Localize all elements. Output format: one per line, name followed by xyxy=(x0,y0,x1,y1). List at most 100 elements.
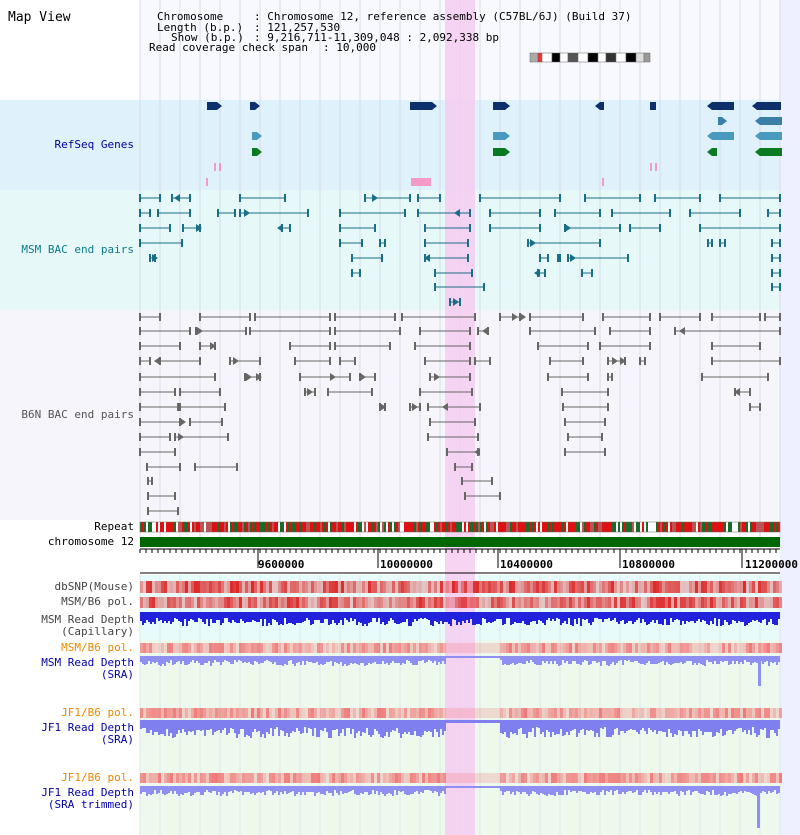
heat-segment xyxy=(542,581,545,593)
depth-bar xyxy=(628,720,630,730)
depth-bar xyxy=(310,656,312,662)
heat-segment xyxy=(200,773,203,783)
depth-bar xyxy=(268,656,270,661)
depth-bar xyxy=(704,612,706,621)
depth-bar xyxy=(712,720,714,737)
depth-bar xyxy=(336,612,338,625)
repeat-segment xyxy=(624,522,626,532)
depth-bar xyxy=(308,720,310,728)
depth-bar xyxy=(388,612,390,621)
heat-segment xyxy=(635,581,638,593)
depth-bar xyxy=(384,656,386,664)
depth-bar xyxy=(446,612,448,622)
heat-segment xyxy=(242,581,245,593)
heat-segment xyxy=(347,597,350,608)
heat-segment xyxy=(365,708,368,718)
heat-segment xyxy=(527,581,530,593)
depth-bar xyxy=(252,786,254,793)
repeat-segment xyxy=(186,522,188,532)
gene-block xyxy=(760,117,782,125)
heat-segment xyxy=(491,581,494,593)
heat-segment xyxy=(500,773,503,783)
feature-arrow xyxy=(246,373,252,381)
length-key: Length (b.p.) xyxy=(157,21,244,34)
depth-bar xyxy=(274,720,276,729)
depth-bar xyxy=(528,720,530,732)
depth-bar xyxy=(744,612,746,626)
depth-bar xyxy=(300,720,302,734)
repeat-segment xyxy=(652,522,654,532)
heat-segment xyxy=(488,581,491,593)
heat-segment xyxy=(488,773,491,783)
heat-segment xyxy=(773,708,776,718)
heat-segment xyxy=(482,773,485,783)
depth-bar xyxy=(196,720,198,730)
heat-segment xyxy=(515,597,518,608)
feature-arrow xyxy=(432,102,437,110)
depth-bar xyxy=(484,656,486,658)
depth-bar xyxy=(516,612,518,623)
depth-bar xyxy=(328,720,330,738)
depth-bar xyxy=(610,612,612,621)
depth-bar xyxy=(368,720,370,735)
depth-bar xyxy=(152,656,154,662)
depth-bar xyxy=(676,656,678,663)
heat-segment xyxy=(725,773,728,783)
depth-bar xyxy=(406,720,408,734)
heat-segment xyxy=(671,708,674,718)
heat-segment xyxy=(155,597,158,608)
depth-bar xyxy=(488,612,490,622)
depth-bar xyxy=(642,786,644,792)
depth-bar xyxy=(522,612,524,621)
heat-segment xyxy=(158,773,161,783)
heat-segment xyxy=(668,581,671,593)
heat-segment xyxy=(641,773,644,783)
heat-segment xyxy=(341,773,344,783)
depth-bar xyxy=(652,612,654,620)
depth-bar xyxy=(598,786,600,795)
depth-bar xyxy=(444,656,446,664)
heat-segment xyxy=(158,581,161,593)
depth-bar xyxy=(494,786,496,788)
depth-bar xyxy=(342,656,344,666)
heat-segment xyxy=(206,773,209,783)
depth-bar xyxy=(156,786,158,794)
heat-segment xyxy=(521,643,524,653)
depth-bar xyxy=(758,720,760,735)
heat-segment xyxy=(167,708,170,718)
repeat-segment xyxy=(692,522,694,532)
heat-segment xyxy=(779,597,782,608)
depth-bar xyxy=(740,720,742,728)
heat-segment xyxy=(449,643,452,653)
depth-bar xyxy=(162,656,164,664)
heat-segment xyxy=(269,708,272,718)
heat-segment xyxy=(320,643,323,653)
heat-segment xyxy=(206,708,209,718)
depth-bar xyxy=(544,656,546,663)
depth-bar xyxy=(748,720,750,730)
heat-segment xyxy=(302,773,305,783)
heat-segment xyxy=(632,597,635,608)
heat-segment xyxy=(707,773,710,783)
heat-segment xyxy=(179,773,182,783)
depth-bar xyxy=(430,720,432,732)
depth-bar xyxy=(408,612,410,626)
heat-segment xyxy=(332,643,335,653)
depth-bar xyxy=(152,786,154,794)
heat-segment xyxy=(440,581,443,593)
depth-bar xyxy=(170,656,172,660)
depth-bar xyxy=(680,612,682,625)
depth-bar xyxy=(392,656,394,661)
depth-bar xyxy=(162,612,164,623)
heat-segment xyxy=(272,643,275,653)
heat-segment xyxy=(344,708,347,718)
depth-bar xyxy=(158,612,160,621)
depth-bar xyxy=(500,720,502,733)
axis-tick-label: 10800000 xyxy=(622,558,675,571)
heat-segment xyxy=(275,708,278,718)
depth-bar xyxy=(660,786,662,795)
depth-bar xyxy=(326,612,328,619)
heat-segment xyxy=(431,597,434,608)
depth-bar xyxy=(560,612,562,625)
